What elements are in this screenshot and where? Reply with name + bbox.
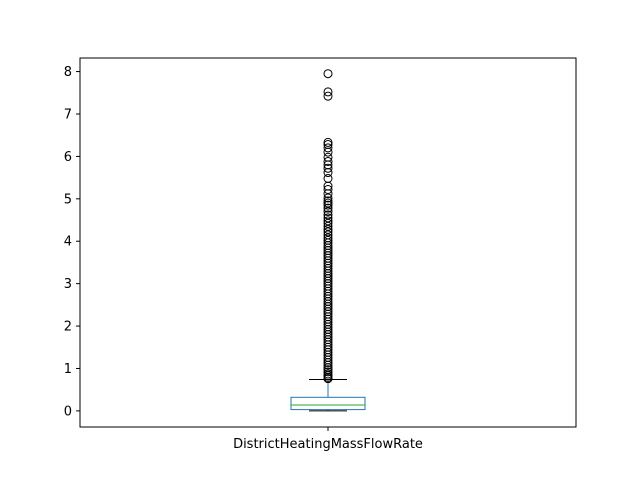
outlier-point <box>323 173 333 183</box>
x-tick-label: DistrictHeatingMassFlowRate <box>233 437 423 452</box>
outlier-point <box>323 200 333 210</box>
x-axis: DistrictHeatingMassFlowRate <box>233 427 423 452</box>
y-tick-label: 1 <box>64 362 72 377</box>
y-tick-label: 4 <box>64 235 72 250</box>
outlier-point <box>323 367 333 377</box>
chart-marks <box>290 69 366 412</box>
outlier-point <box>323 203 333 213</box>
outlier-point <box>323 91 333 101</box>
outlier-point <box>323 358 333 368</box>
outlier-point <box>323 156 333 166</box>
outlier-point <box>323 193 333 203</box>
outlier-point <box>323 168 333 178</box>
outlier-point <box>323 137 333 147</box>
outlier-point <box>323 360 333 370</box>
outlier-point <box>323 189 333 199</box>
y-tick-label: 2 <box>64 320 72 335</box>
outlier-point <box>323 87 333 97</box>
outlier-point <box>323 69 333 79</box>
y-axis: 0 1 2 3 4 5 6 7 8 <box>64 65 80 419</box>
outlier-point <box>323 196 333 206</box>
y-tick-label: 6 <box>64 150 72 165</box>
outlier-point <box>323 163 333 173</box>
y-tick-label: 8 <box>64 65 72 80</box>
y-tick-label: 0 <box>64 404 72 419</box>
outlier-point <box>323 147 333 157</box>
outlier-point <box>323 143 333 153</box>
y-tick-label: 7 <box>64 107 72 122</box>
plot-frame <box>79 57 577 428</box>
outlier-point <box>323 374 333 384</box>
outlier-point <box>323 207 333 217</box>
y-tick-label: 3 <box>64 277 72 292</box>
y-tick-label: 5 <box>64 192 72 207</box>
box-iqr <box>290 396 366 411</box>
